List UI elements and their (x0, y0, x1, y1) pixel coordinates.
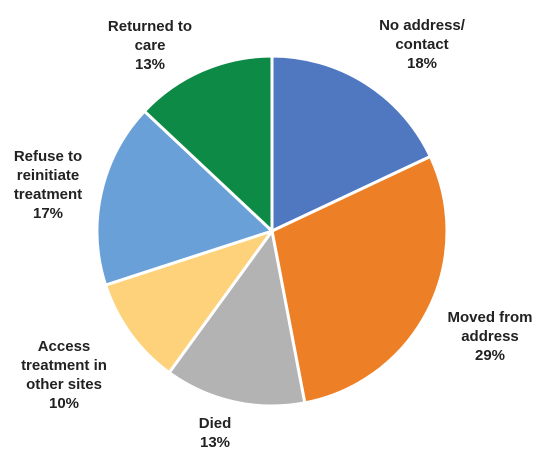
slice-label-no-address-contact: No address/contact 18% (379, 17, 466, 72)
pie-slice-returned-to-care (142, 54, 274, 233)
pie-slice-moved-from-address (270, 154, 449, 405)
slice-labels: No address/contact 18% Moved from address 29… (14, 17, 533, 451)
slice-label-line: care (135, 37, 166, 54)
slice-label-line: Moved from (447, 309, 532, 326)
pie-slice-access-treatment-in-other-sites (104, 229, 274, 375)
slice-label-moved-from-address: Moved from address 29% (447, 309, 532, 364)
slice-value-label: 17% (33, 205, 63, 222)
slice-label-line: No address/ (379, 17, 466, 34)
slice-value-label: 10% (49, 395, 79, 412)
pie-slices (95, 54, 449, 408)
pie-slice-died (167, 229, 307, 408)
slice-label-line: treatment in (21, 357, 107, 374)
pie-slice-refuse-to-reinitiate-treatment (95, 109, 274, 287)
slice-label-line: reinitiate (17, 167, 80, 184)
slice-label-line: treatment (14, 186, 82, 203)
slice-value-label: 13% (200, 434, 230, 451)
slice-label-line: address (461, 328, 519, 345)
slice-label-line: Refuse to (14, 148, 82, 165)
slice-label-line: Died (199, 415, 232, 432)
slice-value-label: 29% (475, 347, 505, 364)
slice-value-label: 18% (407, 55, 437, 72)
slice-label-line: Access (38, 338, 91, 355)
slice-value-label: 13% (135, 56, 165, 73)
slice-label-returned-to-care: Returned to care 13% (108, 18, 192, 73)
slice-label-died: Died 13% (199, 415, 232, 451)
slice-label-line: contact (395, 36, 448, 53)
slice-label-line: other sites (26, 376, 102, 393)
slice-label-refuse-to-reinitiate-treatment: Refuse to reinitiate treatment 17% (14, 148, 82, 222)
slice-label-access-treatment-in-other-sites: Access treatment in other sites 10% (21, 338, 107, 412)
slice-label-line: Returned to (108, 18, 192, 35)
pie-slice-no-address-contact (270, 54, 432, 233)
